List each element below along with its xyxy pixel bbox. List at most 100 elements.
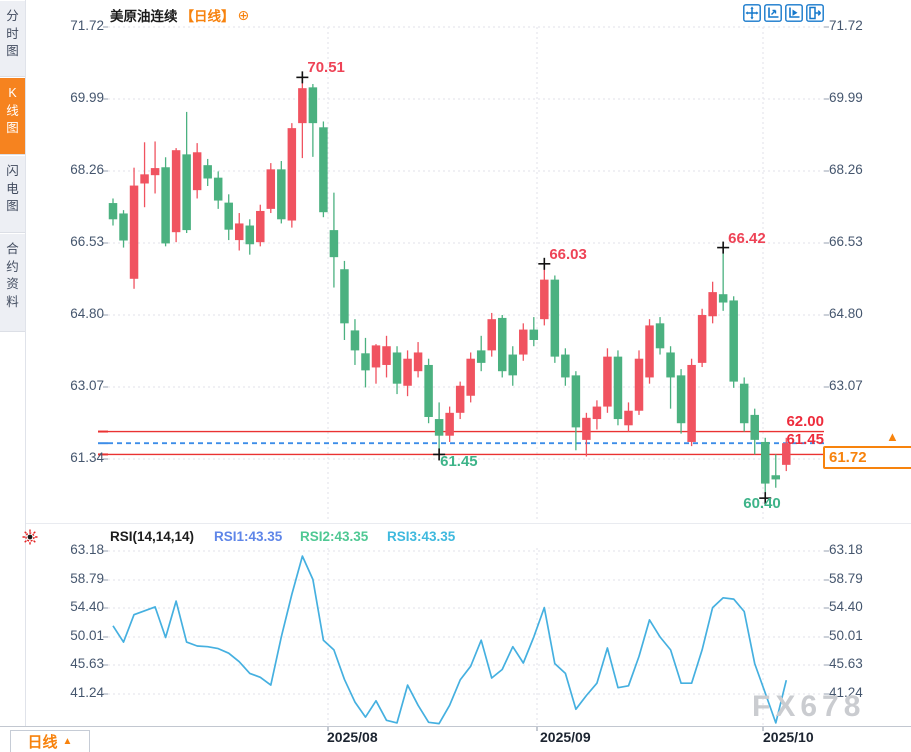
candle-body [256, 210, 265, 243]
candle-body [760, 441, 770, 484]
price-axis-label: 61.34 [70, 450, 104, 465]
sidebar-tab-char: 图 [6, 44, 19, 58]
rsi-axis-label: 45.63 [829, 656, 863, 671]
rsi-axis-label: 63.18 [70, 542, 104, 557]
candle-body [403, 358, 412, 386]
sidebar-tab-char: 图 [6, 121, 19, 135]
sidebar-tab-1[interactable]: 分时图 [0, 1, 25, 77]
candle-body [340, 269, 349, 324]
candle-body [150, 168, 160, 176]
sidebar-tab-char: 电 [6, 181, 19, 196]
candle-body [108, 203, 118, 220]
candle-body [413, 352, 423, 372]
candle-body [750, 414, 759, 440]
axis-play-icon[interactable] [785, 4, 803, 22]
candle-body [582, 417, 591, 440]
high-price-label: 66.42 [728, 229, 766, 247]
candle-body [192, 152, 202, 191]
sidebar-tab-3[interactable]: 闪电图 [0, 156, 25, 233]
high-price-label: 66.03 [549, 245, 587, 263]
candle-body [634, 358, 644, 411]
sidebar-tab-char: K [8, 86, 17, 100]
candle-body [729, 300, 738, 382]
rsi-axis-label: 54.40 [829, 599, 863, 614]
candle-body [203, 165, 212, 179]
price-axis-label: 71.72 [70, 18, 104, 33]
candle-body [161, 167, 170, 244]
axis-zoom-icon[interactable] [764, 4, 782, 22]
candle-body [234, 223, 244, 241]
candle-body [655, 323, 665, 349]
candle-body [319, 127, 328, 213]
candle-body [782, 443, 791, 465]
candle-body [371, 345, 381, 368]
sidebar-tab-char: 线 [6, 103, 19, 118]
candle-body [298, 88, 307, 124]
rsi-line [112, 555, 788, 725]
price-axis-label: 69.99 [70, 90, 104, 105]
sidebar-tab-4[interactable]: 合约资料 [0, 234, 25, 332]
candle-body [666, 352, 675, 378]
period-tag[interactable]: 【日线】 [180, 9, 235, 24]
rsi-axis-label: 54.40 [70, 599, 104, 614]
candle-body [529, 329, 539, 340]
candle-body [224, 202, 233, 230]
candle-body [308, 87, 318, 124]
candle-body [561, 354, 570, 378]
candle-body [592, 406, 602, 420]
sidebar-tab-char: 约 [6, 259, 19, 274]
sidebar-tab-char: 分 [6, 9, 19, 23]
period-selector-label: 日线 [27, 734, 58, 751]
symbol-title: 美原油连续 [110, 9, 178, 24]
rsi-axis-label: 41.24 [829, 685, 863, 700]
period-selector[interactable]: 日线 ▲ [10, 730, 90, 752]
candle-body [497, 317, 507, 372]
rsi-axis-label: 50.01 [70, 628, 104, 643]
candle-body [476, 350, 486, 363]
period-selector-arrow-icon: ▲ [62, 736, 73, 747]
low-price-label: 61.45 [440, 453, 478, 471]
crosshair-icon[interactable] [743, 4, 761, 22]
time-axis-label: 2025/08 [327, 729, 378, 745]
current-price-box: 61.72 [823, 446, 911, 469]
candle-body [392, 352, 402, 384]
candle-body [287, 128, 297, 221]
low-price-label: 60.40 [743, 495, 781, 513]
export-right-icon[interactable] [806, 4, 824, 22]
rsi-axis-label: 50.01 [829, 628, 863, 643]
candle-body [540, 279, 549, 320]
sidebar-tab-char: 资 [6, 277, 19, 291]
candle-body [182, 154, 191, 231]
rsi-axis-label: 63.18 [829, 542, 863, 557]
high-price-label: 70.51 [307, 59, 345, 77]
candle-body [697, 315, 707, 363]
indicator-settings-icon[interactable] [21, 528, 39, 546]
candle-body [739, 383, 749, 424]
candle-body [455, 385, 465, 413]
candle-body [119, 213, 128, 241]
price-axis-label: 68.26 [70, 162, 104, 177]
candle-body [424, 364, 433, 417]
price-axis-label: 68.26 [829, 162, 863, 177]
candle-body [445, 412, 454, 436]
rsi-indicator-name[interactable]: RSI(14,14,14) [110, 529, 195, 544]
candle-body [129, 185, 139, 279]
price-axis-label: 69.99 [829, 90, 863, 105]
price-axis-label: 64.80 [70, 306, 104, 321]
candle-body [245, 225, 255, 245]
candle-body [382, 346, 391, 365]
add-indicator-icon[interactable]: ⊕ [237, 7, 250, 23]
resistance-level-label: 62.00 [786, 413, 824, 430]
candle-body [508, 354, 518, 376]
candle-body [266, 169, 276, 209]
sidebar-tab-char: 料 [6, 294, 19, 309]
rsi-axis-label: 41.24 [70, 685, 104, 700]
sidebar-tab-char: 合 [6, 242, 19, 256]
autoscroll-arrow-icon[interactable]: ▲ [886, 429, 899, 444]
rsi1-value: RSI1:43.35 [214, 529, 283, 544]
candle-body [466, 358, 475, 396]
sidebar-divider [25, 0, 26, 726]
